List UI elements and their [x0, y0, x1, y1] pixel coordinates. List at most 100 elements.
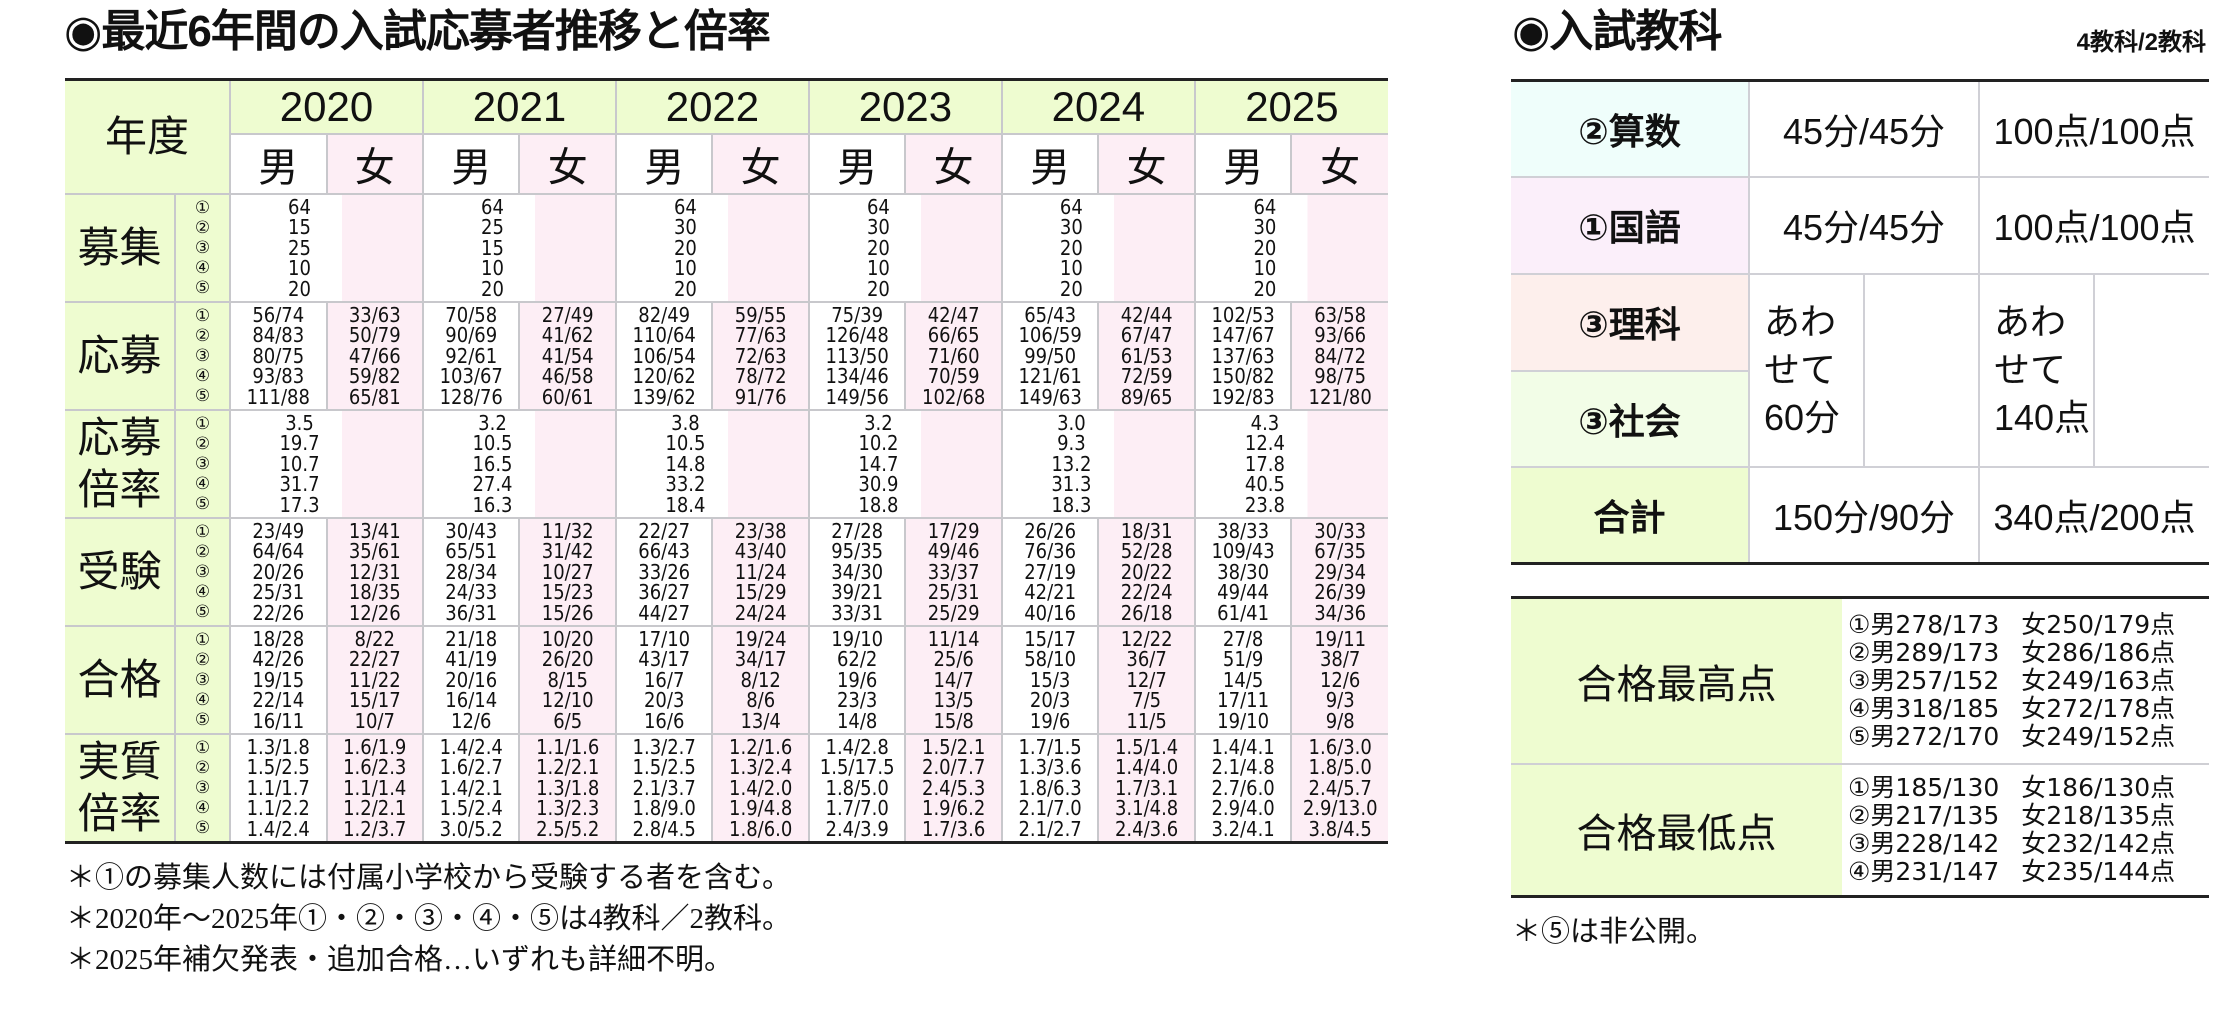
female-value: 42/44	[1120, 302, 1173, 327]
male-value: 19/10	[1217, 708, 1270, 733]
male-value: 2.7/6.0	[1211, 775, 1275, 800]
value: 19.7	[279, 431, 320, 456]
male-value: 14/8	[836, 708, 878, 733]
value: 14.8	[665, 451, 706, 476]
female-value: 26/20	[541, 647, 594, 672]
male-value: 126/48	[825, 323, 889, 348]
female-value: 7/5	[1132, 688, 1162, 713]
female-value: 13/5	[933, 688, 974, 713]
male-value: 20/3	[1029, 688, 1071, 713]
male-value: 84/83	[252, 323, 305, 348]
value: 20	[1253, 235, 1277, 260]
value: 20	[1059, 235, 1083, 260]
male-value: 25/31	[252, 580, 305, 605]
row-label-passed: 合格	[65, 625, 176, 735]
value: 20	[673, 276, 697, 301]
female-value: 12/10	[541, 688, 594, 713]
female-value: 12/26	[348, 600, 401, 625]
male-value: 1.5/17.5	[819, 755, 895, 780]
exam-number: ①	[194, 414, 211, 434]
value: 20	[1253, 276, 1277, 301]
combined-time-line: あわ	[1764, 301, 1837, 342]
value-cell: 64 25 15 10 20	[421, 193, 617, 303]
female-value: 12/22	[1120, 626, 1173, 651]
year-header-2020: 2020	[229, 78, 424, 135]
score-line: ⑤男272/170 女249/152点	[1848, 721, 2209, 751]
male-value: 1.4/2.1	[439, 775, 503, 800]
value: 20	[288, 276, 311, 301]
male-value: 1.1/2.2	[246, 796, 310, 821]
female-value: 34/17	[734, 647, 787, 672]
row-label-text: 応募	[77, 332, 162, 379]
combined-time-line: 60分	[1764, 397, 1841, 438]
female-value: 2.4/5.3	[922, 775, 986, 800]
male-value: 15/17	[1024, 626, 1077, 651]
male-value: 33/31	[831, 600, 884, 625]
subject-name: ①国語	[1511, 175, 1750, 275]
row-app_ratio: 応募 倍率 ① ② ③ ④ ⑤ 3.5 19.7 10.7 31.7 17.3 3.2 10.5 16.5 2…	[65, 409, 1388, 519]
female-value: 30/33	[1314, 518, 1367, 543]
male-value-cell: 19/10 62/2 19/6 23/3 14/8	[807, 625, 907, 735]
male-score: ⑤男272/170	[1848, 721, 2000, 751]
score-line: ③男257/152 女249/163点	[1848, 666, 2209, 695]
male-value: 1.3/3.6	[1018, 755, 1082, 780]
female-value: 8/15	[547, 667, 588, 692]
female-value-cell: 1.2/1.6 1.3/2.4 1.4/2.0 1.9/4.8 1.8/6.0	[711, 733, 810, 844]
female-value: 98/75	[1314, 364, 1367, 389]
male-value: 99/50	[1024, 343, 1077, 368]
female-value: 15/23	[541, 580, 594, 605]
value: 30	[1059, 215, 1083, 240]
combined-time: あわ せて 60分	[1748, 272, 1865, 468]
female-value: 25/29	[927, 600, 980, 625]
male-value: 128/76	[439, 384, 503, 409]
male-value: 16/7	[643, 667, 685, 692]
female-value-cell: 1.6/3.0 1.8/5.0 2.4/5.7 2.9/13.0 3.8/4.5	[1290, 733, 1388, 844]
male-value: 19/10	[831, 626, 884, 651]
female-value: 9/8	[1325, 708, 1355, 733]
value: 4.3	[1250, 410, 1280, 435]
female-value: 36/7	[1126, 647, 1167, 672]
value: 10	[1253, 256, 1277, 281]
value-cell: 3.5 19.7 10.7 31.7 17.3	[229, 409, 424, 519]
female-value: 15/26	[541, 600, 594, 625]
female-value: 1.7/3.1	[1114, 775, 1179, 800]
value: 14.7	[858, 451, 899, 476]
male-value: 1.6/2.7	[439, 755, 503, 780]
male-value: 2.1/3.7	[632, 775, 696, 800]
female-value: 121/80	[1308, 384, 1372, 409]
male-value: 24/33	[445, 580, 498, 605]
value: 15	[481, 235, 504, 260]
female-value: 1.8/6.0	[729, 816, 793, 841]
male-value: 27/28	[831, 518, 884, 543]
female-value: 89/65	[1120, 384, 1173, 409]
female-value: 1.4/4.0	[1114, 755, 1179, 780]
exam-number: ②	[194, 326, 211, 346]
year-header-2022: 2022	[614, 78, 810, 135]
value: 3.0	[1057, 410, 1086, 435]
female-value: 2.5/5.2	[536, 816, 600, 841]
female-value: 1.8/5.0	[1308, 755, 1372, 780]
male-value-cell: 26/26 76/36 27/19 42/21 40/16	[1000, 517, 1100, 627]
male-value: 106/54	[632, 343, 696, 368]
male-value: 134/46	[825, 364, 889, 389]
exam-number: ④	[194, 582, 211, 602]
male-value: 1.4/2.4	[439, 734, 503, 759]
female-value-cell: 19/11 38/7 12/6 9/3 9/8	[1290, 625, 1388, 735]
female-value: 10/7	[354, 708, 395, 733]
female-value: 34/36	[1314, 600, 1367, 625]
exam-number: ③	[194, 346, 211, 366]
female-score: 女272/178点	[2021, 693, 2176, 723]
female-value: 2.4/5.7	[1308, 775, 1372, 800]
female-value: 29/34	[1314, 559, 1367, 584]
male-value: 17/10	[638, 626, 691, 651]
value: 10	[866, 256, 890, 281]
value: 30.9	[858, 472, 899, 497]
value: 20	[673, 235, 697, 260]
male-value-cell: 82/49 110/64 106/54 120/62 139/62	[614, 301, 714, 411]
empty-cell	[2092, 272, 2210, 468]
history-title: ◉最近6年間の入試応募者推移と倍率	[64, 7, 771, 56]
row-label-text: 合格	[77, 656, 162, 703]
female-score: 女250/179点	[2021, 609, 2176, 639]
female-value-cell: 18/31 52/28 20/22 22/24 26/18	[1097, 517, 1196, 627]
female-value: 1.6/2.3	[343, 755, 407, 780]
